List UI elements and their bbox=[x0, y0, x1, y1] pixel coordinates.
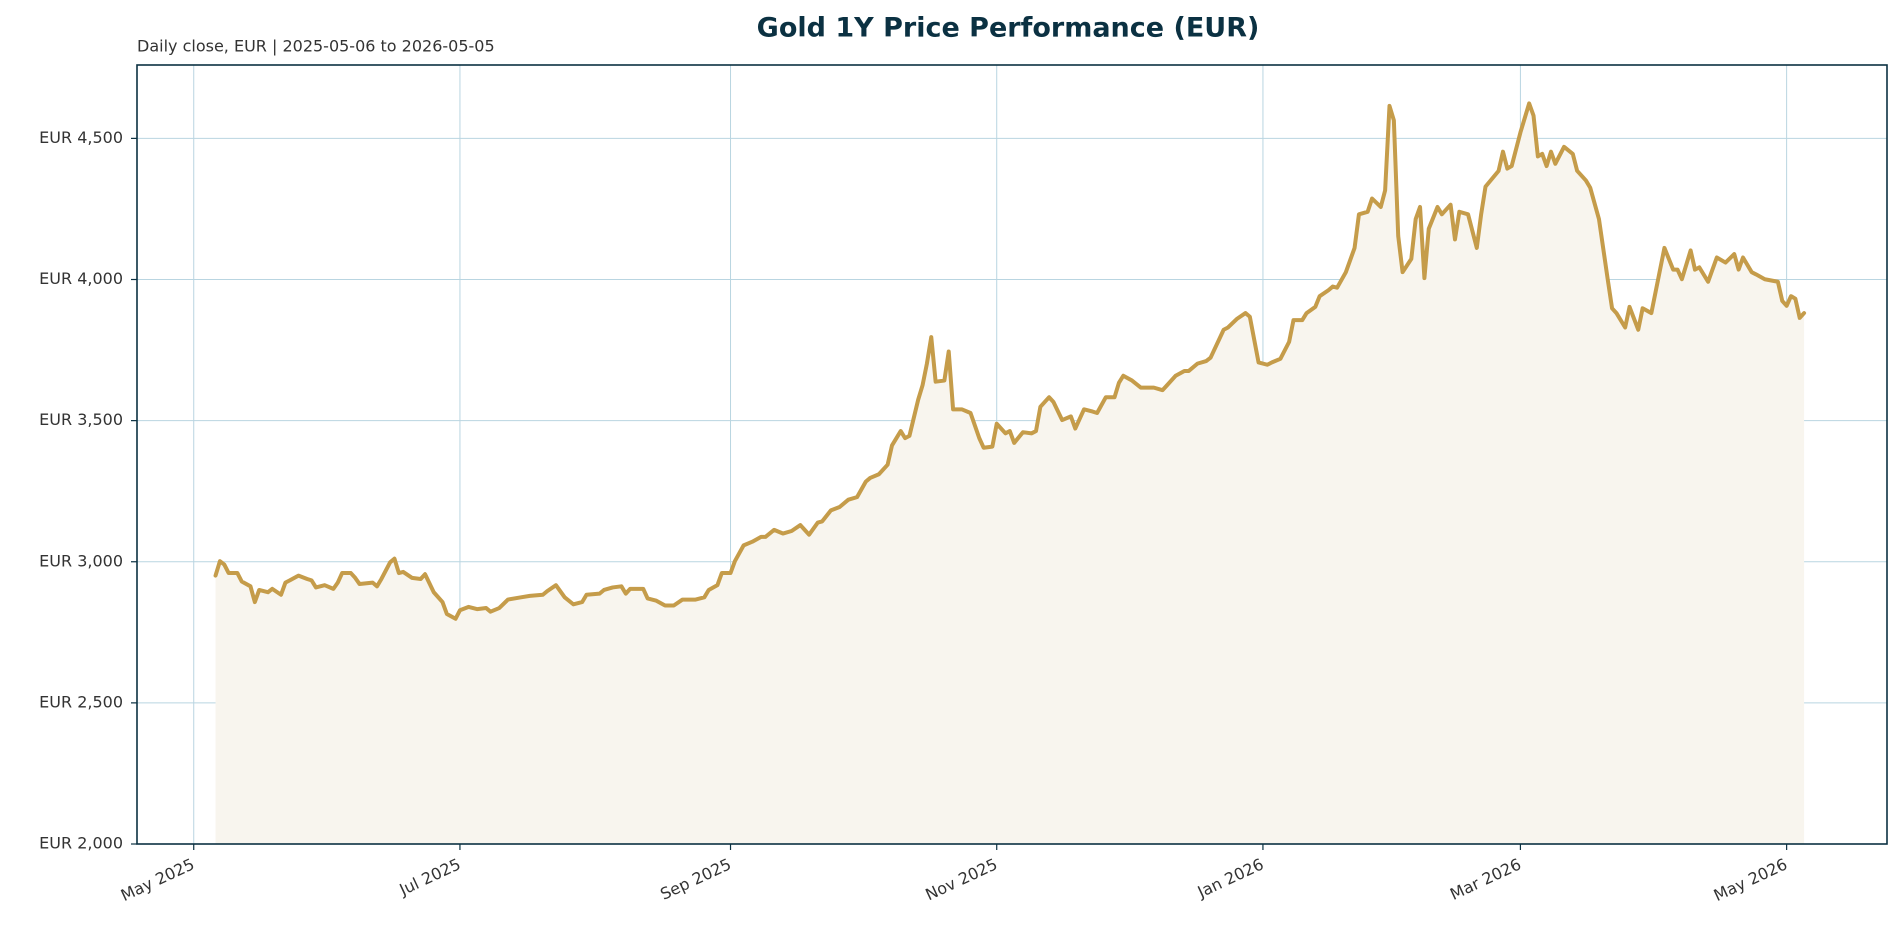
x-tick-label: May 2026 bbox=[1711, 854, 1791, 905]
plot-frame bbox=[136, 64, 1888, 845]
y-tick-label: EUR 2,500 bbox=[39, 692, 123, 711]
price-line bbox=[213, 101, 1807, 621]
chart-subtitle: Daily close, EUR | 2025-05-06 to 2026-05… bbox=[137, 37, 495, 56]
x-tick-label: Mar 2026 bbox=[1447, 854, 1524, 903]
x-tick-label: Jul 2025 bbox=[396, 854, 464, 899]
y-tick-label: EUR 3,000 bbox=[39, 551, 123, 570]
y-tick-label: EUR 4,500 bbox=[39, 128, 123, 147]
x-tick-label: May 2025 bbox=[118, 854, 198, 905]
chart-title: Gold 1Y Price Performance (EUR) bbox=[757, 13, 1260, 44]
y-tick-label: EUR 3,500 bbox=[39, 410, 123, 429]
area-fill bbox=[215, 103, 1805, 844]
x-tick-label: Nov 2025 bbox=[922, 854, 1000, 904]
y-tick-label: EUR 4,000 bbox=[39, 269, 123, 288]
x-tick-label: Jan 2026 bbox=[1194, 854, 1267, 901]
x-tick-label: Sep 2025 bbox=[657, 854, 734, 903]
y-tick-label: EUR 2,000 bbox=[39, 834, 123, 853]
